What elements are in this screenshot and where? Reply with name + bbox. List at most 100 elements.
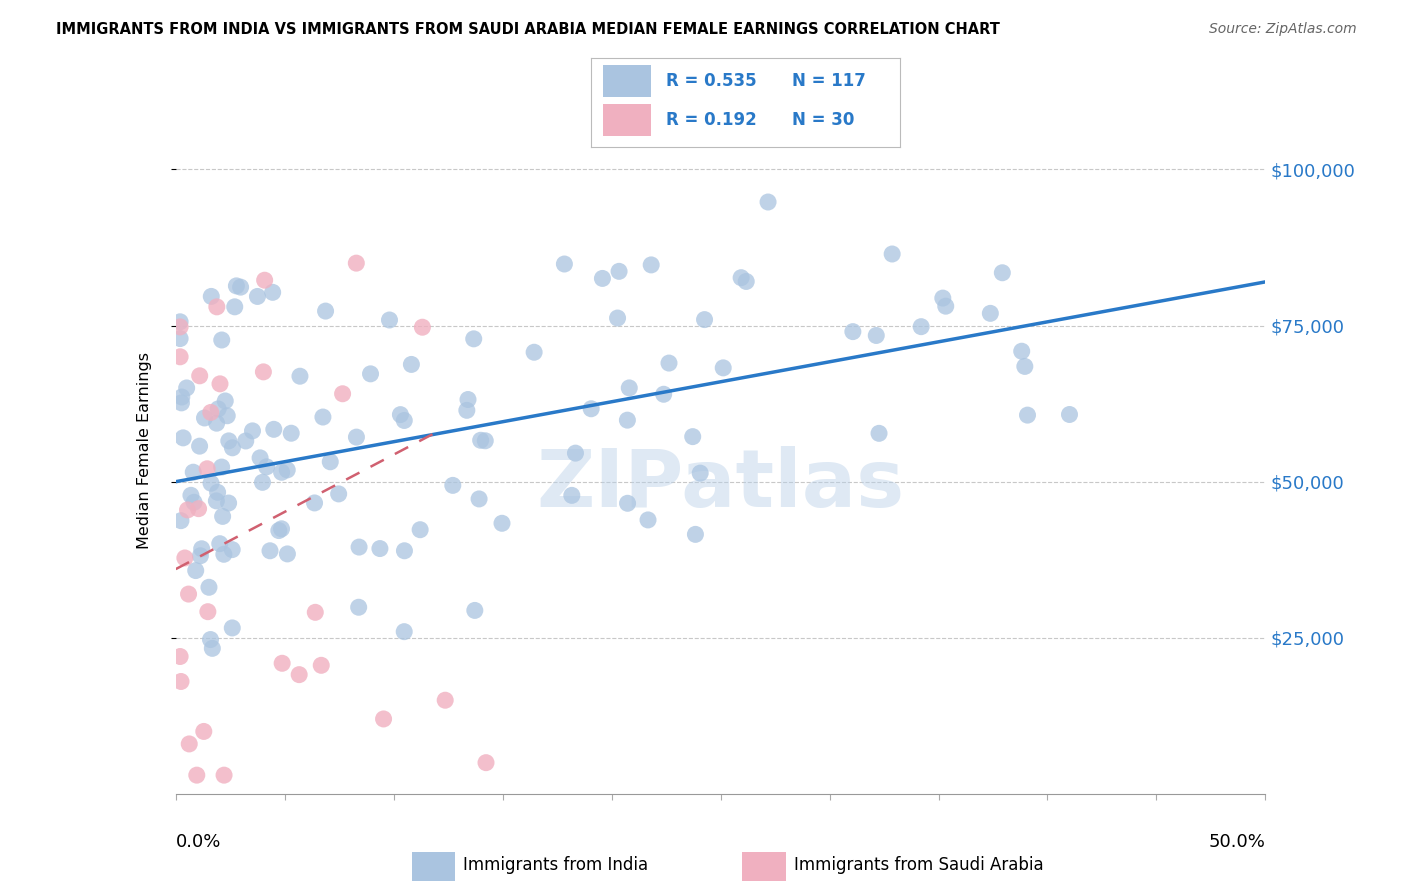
Point (689, 466, 711, 480)
Point (463, 332, 485, 346)
Point (842, 325, 865, 339)
Point (249, 450, 271, 465)
Point (344, 256, 367, 270)
Point (188, 439, 211, 453)
Point (200, 405, 222, 419)
Text: R = 0.535: R = 0.535 (666, 72, 756, 90)
Point (1011, 344, 1033, 359)
Point (304, 605, 326, 619)
Point (491, 516, 513, 531)
Point (252, 475, 274, 490)
Point (309, 658, 332, 673)
Point (441, 478, 464, 492)
Point (225, 278, 247, 293)
Point (195, 462, 218, 476)
Point (205, 416, 228, 430)
Point (187, 501, 209, 516)
Point (932, 291, 955, 305)
Bar (603, 104, 651, 136)
Point (212, 768, 235, 782)
Point (200, 476, 222, 491)
Point (319, 455, 342, 469)
Point (252, 365, 274, 379)
Point (211, 509, 233, 524)
Point (169, 649, 191, 664)
Point (910, 319, 932, 334)
Point (169, 315, 191, 329)
Point (207, 485, 229, 500)
Point (373, 712, 395, 726)
Point (180, 488, 202, 502)
Point (756, 194, 779, 209)
Text: 50.0%: 50.0% (1209, 833, 1265, 851)
Bar (412, 852, 456, 881)
Point (434, 693, 457, 707)
Point (229, 280, 252, 294)
Point (224, 300, 246, 314)
Point (979, 306, 1001, 320)
Point (190, 549, 212, 563)
Point (389, 408, 412, 422)
Point (730, 270, 752, 285)
Point (392, 624, 415, 639)
Point (207, 401, 229, 416)
Point (205, 300, 228, 314)
Point (221, 542, 243, 557)
Point (176, 381, 198, 395)
Point (169, 350, 191, 364)
Point (186, 768, 208, 782)
Point (470, 434, 492, 448)
Point (176, 503, 198, 517)
Point (217, 409, 239, 423)
Point (1059, 408, 1081, 422)
Point (312, 410, 335, 425)
Point (200, 289, 222, 303)
Point (315, 304, 337, 318)
Point (401, 358, 423, 372)
Point (735, 275, 758, 289)
Point (271, 657, 294, 671)
Text: 0.0%: 0.0% (176, 833, 221, 851)
Point (179, 737, 201, 751)
Point (637, 513, 659, 527)
Point (711, 360, 734, 375)
Point (212, 547, 235, 561)
Point (652, 387, 675, 401)
Point (188, 368, 211, 383)
Point (263, 422, 285, 436)
Point (270, 465, 292, 479)
Text: Immigrants from Saudi Arabia: Immigrants from Saudi Arabia (793, 856, 1043, 874)
Text: Immigrants from India: Immigrants from India (463, 856, 648, 874)
Point (607, 264, 630, 278)
Point (394, 543, 416, 558)
Point (276, 547, 298, 561)
Point (411, 320, 433, 334)
Point (288, 667, 311, 681)
Point (276, 463, 298, 477)
Point (579, 401, 602, 416)
Point (288, 369, 311, 384)
Point (332, 386, 354, 401)
Point (169, 319, 191, 334)
Point (394, 413, 416, 427)
Point (200, 632, 222, 647)
Point (561, 488, 583, 502)
Point (409, 523, 432, 537)
Point (935, 299, 957, 313)
Point (170, 674, 193, 689)
Point (523, 345, 546, 359)
Text: N = 30: N = 30 (792, 112, 853, 129)
Point (693, 312, 716, 326)
Point (868, 426, 890, 441)
Point (468, 491, 491, 506)
Point (170, 396, 193, 410)
Bar (603, 65, 651, 97)
Point (368, 541, 391, 556)
Point (169, 332, 191, 346)
Point (267, 524, 290, 538)
Point (208, 376, 231, 391)
Point (640, 258, 662, 272)
Point (882, 247, 904, 261)
Point (205, 494, 228, 508)
Point (177, 587, 200, 601)
